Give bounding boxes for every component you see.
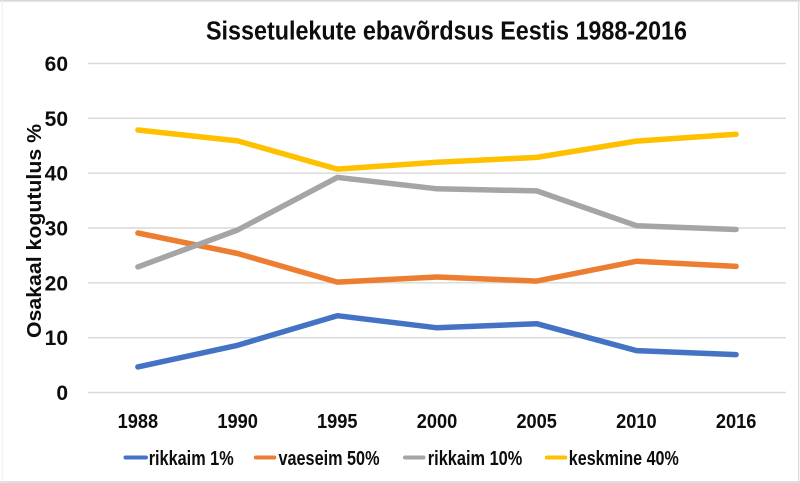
svg-text:2005: 2005 xyxy=(516,411,557,433)
svg-text:50: 50 xyxy=(45,108,68,131)
svg-text:vaeseim 50%: vaeseim 50% xyxy=(279,448,380,470)
svg-text:keskmine 40%: keskmine 40% xyxy=(569,448,679,470)
svg-text:10: 10 xyxy=(45,327,68,350)
svg-text:2010: 2010 xyxy=(616,411,657,433)
svg-text:2016: 2016 xyxy=(716,411,757,433)
svg-text:1988: 1988 xyxy=(118,411,159,433)
svg-text:1995: 1995 xyxy=(317,411,358,433)
svg-text:Sissetulekute ebavõrdsus Eesti: Sissetulekute ebavõrdsus Eestis 1988-201… xyxy=(206,18,687,46)
svg-text:40: 40 xyxy=(45,163,68,186)
svg-text:0: 0 xyxy=(56,382,68,405)
svg-text:rikkaim 10%: rikkaim 10% xyxy=(428,448,523,470)
svg-text:60: 60 xyxy=(45,53,68,76)
svg-text:1990: 1990 xyxy=(217,411,258,433)
svg-text:20: 20 xyxy=(45,272,68,295)
svg-text:rikkaim 1%: rikkaim 1% xyxy=(149,448,234,470)
svg-text:Osakaal kogutulus %: Osakaal kogutulus % xyxy=(24,124,46,338)
svg-text:2000: 2000 xyxy=(417,411,458,433)
svg-text:30: 30 xyxy=(45,218,68,241)
